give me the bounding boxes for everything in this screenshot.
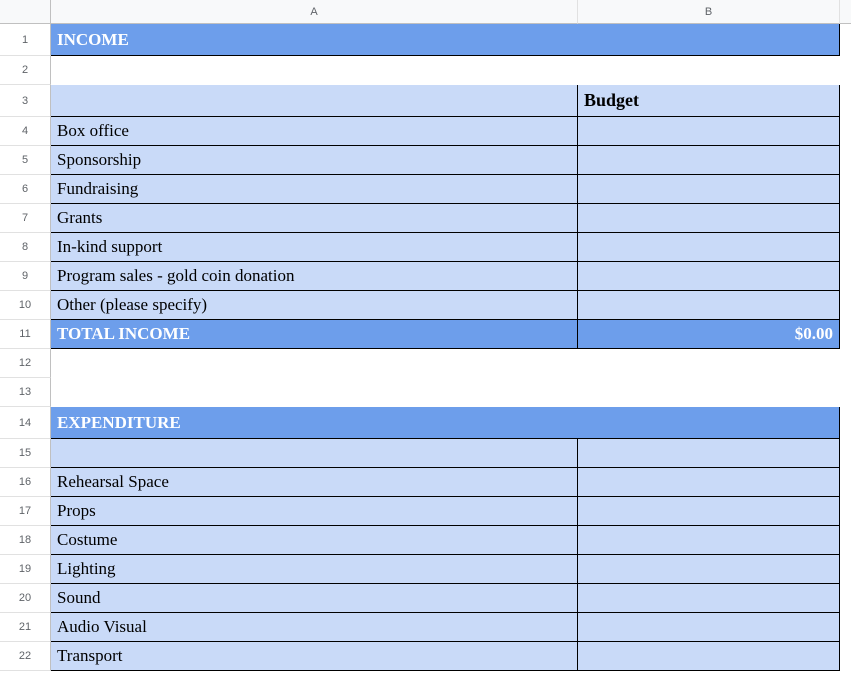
cell-A15[interactable] [51, 439, 578, 468]
row-header-5[interactable]: 5 [0, 146, 51, 175]
cell-B18[interactable] [578, 526, 840, 555]
gutter [840, 24, 851, 56]
gutter [840, 291, 851, 320]
gutter [840, 468, 851, 497]
cell-A6[interactable]: Fundraising [51, 175, 578, 204]
cell-B19[interactable] [578, 555, 840, 584]
row-header-21[interactable]: 21 [0, 613, 51, 642]
cell-B17[interactable] [578, 497, 840, 526]
cell-B2[interactable] [578, 56, 840, 85]
cell-B8[interactable] [578, 233, 840, 262]
row-header-11[interactable]: 11 [0, 320, 51, 349]
cell-A17[interactable]: Props [51, 497, 578, 526]
cell-A19[interactable]: Lighting [51, 555, 578, 584]
row-header-15[interactable]: 15 [0, 439, 51, 468]
cell-B22[interactable] [578, 642, 840, 671]
row-header-6[interactable]: 6 [0, 175, 51, 204]
gutter [840, 146, 851, 175]
gutter [840, 204, 851, 233]
gutter [840, 262, 851, 291]
cell-A10[interactable]: Other (please specify) [51, 291, 578, 320]
gutter [840, 56, 851, 85]
row-header-3[interactable]: 3 [0, 85, 51, 117]
cell-A22[interactable]: Transport [51, 642, 578, 671]
cell-A7[interactable]: Grants [51, 204, 578, 233]
cell-B21[interactable] [578, 613, 840, 642]
col-header-B[interactable]: B [578, 0, 840, 24]
cell-A20[interactable]: Sound [51, 584, 578, 613]
col-header-gutter [840, 0, 851, 24]
row-header-20[interactable]: 20 [0, 584, 51, 613]
cell-B10[interactable] [578, 291, 840, 320]
row-header-4[interactable]: 4 [0, 117, 51, 146]
cell-A14[interactable]: EXPENDITURE [51, 407, 840, 439]
row-header-14[interactable]: 14 [0, 407, 51, 439]
col-header-A[interactable]: A [51, 0, 578, 24]
cell-B15[interactable] [578, 439, 840, 468]
row-header-1[interactable]: 1 [0, 24, 51, 56]
gutter [840, 555, 851, 584]
gutter [840, 526, 851, 555]
cell-B16[interactable] [578, 468, 840, 497]
cell-B20[interactable] [578, 584, 840, 613]
row-header-16[interactable]: 16 [0, 468, 51, 497]
gutter [840, 407, 851, 439]
cell-A1[interactable]: INCOME [51, 24, 840, 56]
cell-A11[interactable]: TOTAL INCOME [51, 320, 578, 349]
gutter [840, 642, 851, 671]
row-header-19[interactable]: 19 [0, 555, 51, 584]
cell-B7[interactable] [578, 204, 840, 233]
gutter [840, 233, 851, 262]
cell-B4[interactable] [578, 117, 840, 146]
gutter [840, 85, 851, 117]
gutter [840, 175, 851, 204]
row-header-22[interactable]: 22 [0, 642, 51, 671]
row-header-12[interactable]: 12 [0, 349, 51, 378]
gutter [840, 439, 851, 468]
gutter [840, 117, 851, 146]
row-header-2[interactable]: 2 [0, 56, 51, 85]
cell-A13[interactable] [51, 378, 578, 407]
row-header-13[interactable]: 13 [0, 378, 51, 407]
cell-A9[interactable]: Program sales - gold coin donation [51, 262, 578, 291]
cell-A18[interactable]: Costume [51, 526, 578, 555]
cell-A5[interactable]: Sponsorship [51, 146, 578, 175]
cell-B11[interactable]: $0.00 [578, 320, 840, 349]
cell-A2[interactable] [51, 56, 578, 85]
row-header-18[interactable]: 18 [0, 526, 51, 555]
gutter [840, 349, 851, 378]
cell-B3[interactable]: Budget [578, 85, 840, 117]
gutter [840, 320, 851, 349]
cell-B6[interactable] [578, 175, 840, 204]
gutter [840, 584, 851, 613]
cell-A16[interactable]: Rehearsal Space [51, 468, 578, 497]
row-header-10[interactable]: 10 [0, 291, 51, 320]
gutter [840, 613, 851, 642]
cell-B5[interactable] [578, 146, 840, 175]
cell-A3[interactable] [51, 85, 578, 117]
cell-B12[interactable] [578, 349, 840, 378]
spreadsheet-grid[interactable]: A B 1 INCOME 2 3 Budget 4 Box office 5 S… [0, 0, 851, 671]
cell-B9[interactable] [578, 262, 840, 291]
cell-A21[interactable]: Audio Visual [51, 613, 578, 642]
cell-A8[interactable]: In-kind support [51, 233, 578, 262]
cell-A12[interactable] [51, 349, 578, 378]
row-header-7[interactable]: 7 [0, 204, 51, 233]
gutter [840, 497, 851, 526]
row-header-9[interactable]: 9 [0, 262, 51, 291]
gutter [840, 378, 851, 407]
row-header-17[interactable]: 17 [0, 497, 51, 526]
cell-B13[interactable] [578, 378, 840, 407]
row-header-8[interactable]: 8 [0, 233, 51, 262]
select-all-corner[interactable] [0, 0, 51, 24]
cell-A4[interactable]: Box office [51, 117, 578, 146]
